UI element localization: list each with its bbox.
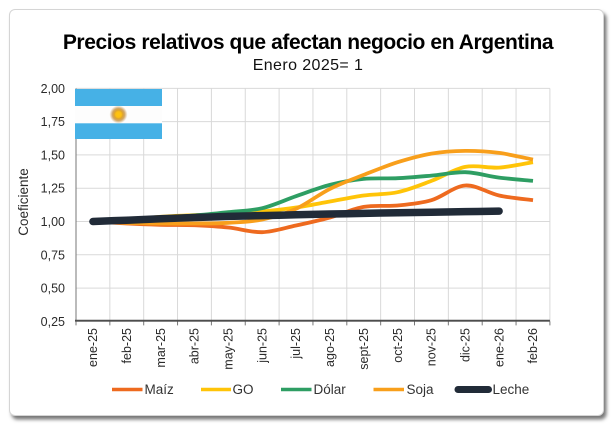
svg-text:0,50: 0,50 (41, 282, 65, 296)
svg-text:Soja: Soja (407, 382, 435, 397)
svg-text:1,25: 1,25 (41, 182, 65, 196)
svg-text:ene-25: ene-25 (86, 328, 100, 367)
svg-text:oct-25: oct-25 (391, 328, 405, 363)
svg-text:1,00: 1,00 (41, 215, 65, 229)
svg-text:nov-25: nov-25 (425, 328, 439, 366)
svg-text:2,00: 2,00 (41, 82, 65, 96)
svg-text:abr-25: abr-25 (188, 328, 202, 364)
svg-text:ene-26: ene-26 (492, 328, 506, 367)
svg-text:dic-25: dic-25 (459, 328, 473, 362)
svg-text:0,25: 0,25 (41, 315, 65, 329)
svg-text:0,75: 0,75 (41, 248, 65, 262)
svg-text:Maíz: Maíz (145, 382, 175, 397)
svg-text:may-25: may-25 (222, 328, 236, 370)
svg-text:sept-25: sept-25 (357, 328, 371, 370)
svg-text:Leche: Leche (493, 382, 530, 397)
svg-text:1,75: 1,75 (41, 115, 65, 129)
svg-text:1,50: 1,50 (41, 148, 65, 162)
svg-text:ago-25: ago-25 (323, 328, 337, 367)
svg-text:Dólar: Dólar (314, 382, 347, 397)
svg-text:GO: GO (233, 382, 254, 397)
svg-text:feb-25: feb-25 (120, 328, 134, 363)
svg-text:jul-25: jul-25 (289, 328, 303, 360)
svg-text:Coeficiente: Coeficiente (16, 168, 31, 236)
svg-text:feb-26: feb-26 (526, 328, 540, 363)
svg-text:jun-25: jun-25 (255, 328, 269, 364)
svg-text:mar-25: mar-25 (154, 328, 168, 368)
